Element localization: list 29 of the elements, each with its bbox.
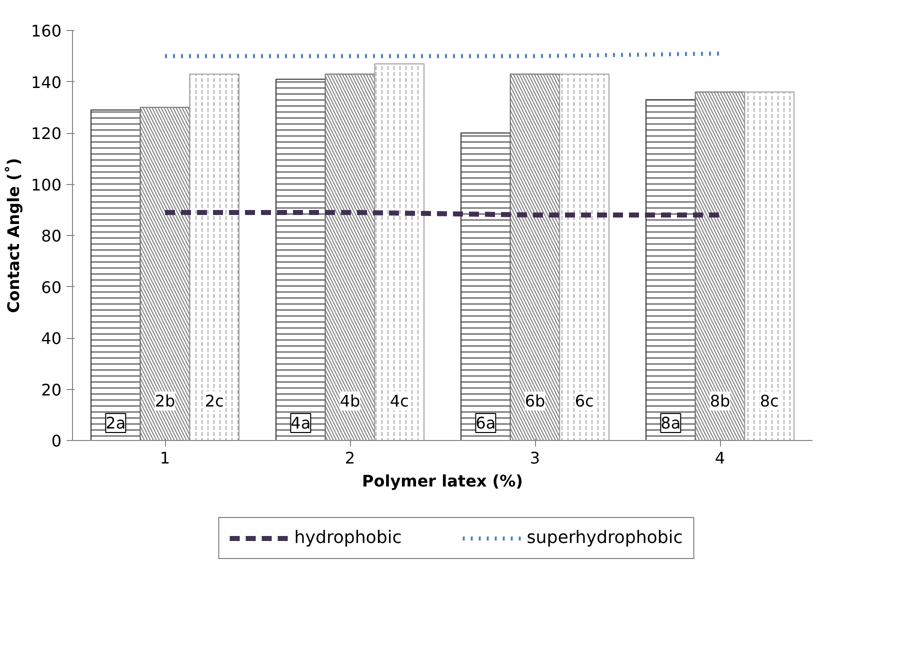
y-tick-label: 20 — [41, 380, 62, 400]
annotation: 8a — [660, 414, 681, 432]
x-tick-label: 2 — [344, 448, 356, 468]
y-tick-label: 80 — [41, 226, 62, 246]
annotation: 8b — [710, 392, 730, 410]
annotation: 4a — [290, 414, 311, 432]
legend-label: superhydrophobic — [526, 528, 683, 548]
annotation: 2a — [106, 414, 126, 432]
annotation: 6a — [476, 414, 496, 432]
annotation: 4c — [390, 392, 409, 410]
y-tick-label: 60 — [41, 278, 62, 297]
x-axis-title: Polymer latex (%) — [362, 472, 523, 490]
legend-label: hydrophobic — [294, 528, 402, 548]
x-tick-label: 1 — [160, 448, 170, 468]
y-tick-label: 120 — [30, 124, 62, 143]
y-tick-label: 160 — [30, 22, 62, 40]
y-tick-label: 100 — [30, 175, 62, 194]
annotation: 2c — [204, 392, 224, 410]
y-tick-label: 0 — [51, 432, 62, 450]
annotation: 4b — [340, 392, 360, 410]
annotation: 8c — [760, 392, 779, 410]
y-tick-label: 40 — [41, 329, 62, 348]
x-tick-label: 3 — [530, 448, 540, 468]
y-axis-title: Contact Angle (˚) — [4, 158, 23, 314]
annotation: 6c — [574, 392, 594, 410]
annotation: 6b — [524, 392, 546, 410]
annotation: 2b — [154, 392, 176, 410]
y-tick-label: 140 — [30, 72, 62, 92]
x-tick-label: 4 — [714, 448, 726, 468]
